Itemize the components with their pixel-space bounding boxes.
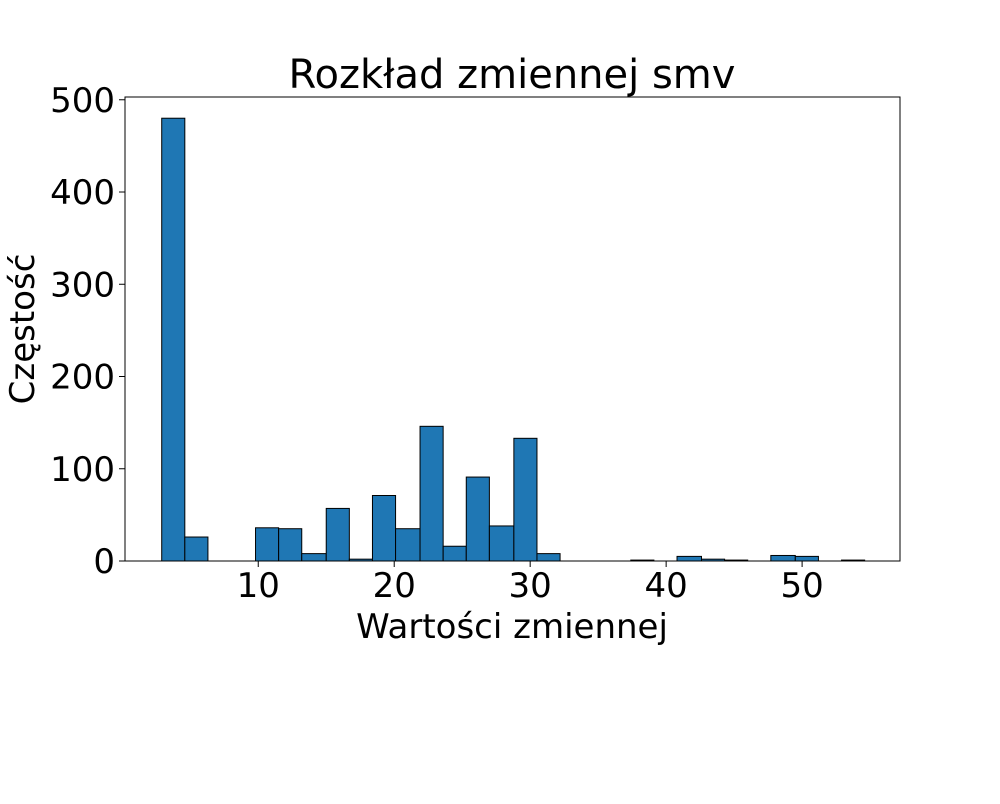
histogram-bar-22 bbox=[676, 555, 702, 562]
histogram-bar-27 bbox=[794, 555, 819, 562]
x-tick-label: 20 bbox=[373, 566, 416, 606]
y-tick-label: 200 bbox=[50, 358, 115, 398]
y-tick-label: 500 bbox=[50, 81, 115, 121]
histogram-bar-11 bbox=[419, 425, 444, 562]
plot-area-frame bbox=[124, 96, 901, 562]
histogram-bar-9 bbox=[371, 495, 397, 562]
histogram-bar-10 bbox=[395, 528, 421, 562]
histogram-bar-26 bbox=[770, 554, 796, 562]
histogram-bar-14 bbox=[488, 525, 515, 562]
histogram-bar-15 bbox=[513, 437, 538, 562]
histogram-bar-7 bbox=[325, 507, 350, 562]
y-tick-label: 100 bbox=[50, 450, 115, 490]
histogram-bar-12 bbox=[442, 545, 467, 562]
histogram-bar-4 bbox=[255, 527, 280, 562]
x-tick-label: 40 bbox=[645, 566, 688, 606]
chart-title: Rozkład zmiennej smv bbox=[289, 52, 736, 98]
x-tick-label: 30 bbox=[509, 566, 552, 606]
histogram-bar-16 bbox=[536, 553, 561, 562]
x-axis-label: Wartości zmiennej bbox=[356, 607, 668, 647]
x-tick-label: 10 bbox=[237, 566, 280, 606]
y-axis-ticks: 0 100 200 300 400 500 bbox=[50, 81, 125, 582]
y-tick-label: 0 bbox=[93, 542, 115, 582]
x-axis-ticks: 10 20 30 40 50 bbox=[237, 561, 824, 606]
histogram-bars bbox=[161, 117, 866, 562]
y-tick-label: 400 bbox=[50, 173, 115, 213]
y-axis-label: Częstość bbox=[3, 254, 43, 405]
x-tick-label: 50 bbox=[780, 566, 823, 606]
y-tick-label: 300 bbox=[50, 265, 115, 305]
histogram-bar-1 bbox=[184, 536, 209, 562]
histogram-bar-5 bbox=[278, 528, 303, 562]
histogram-bar-13 bbox=[465, 476, 490, 562]
histogram-bar-0 bbox=[161, 117, 186, 562]
histogram-bar-6 bbox=[301, 553, 327, 562]
